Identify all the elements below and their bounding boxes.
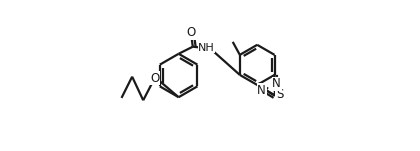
- Text: O: O: [150, 72, 159, 85]
- Text: S: S: [276, 88, 284, 101]
- Text: N: N: [272, 77, 281, 90]
- Text: NH: NH: [198, 43, 215, 53]
- Text: N: N: [257, 84, 266, 97]
- Text: O: O: [186, 26, 196, 39]
